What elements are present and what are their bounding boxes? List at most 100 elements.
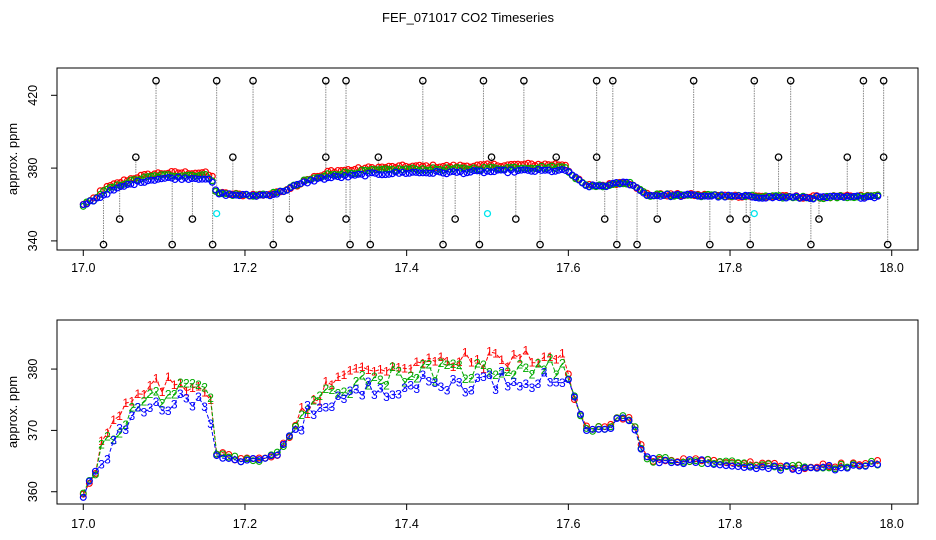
top-series-2-point <box>127 176 135 184</box>
bottom-series-3-label: 3 <box>426 375 433 389</box>
top-series-3-point <box>592 182 600 190</box>
top-series-3-point <box>419 169 427 177</box>
flagged-high-point <box>786 76 795 85</box>
bottom-series-3-label: 3 <box>438 380 445 394</box>
bottom-x-tick-label: 17.6 <box>556 517 580 531</box>
flagged-mid-low-point <box>285 215 294 223</box>
top-series-1-point <box>171 168 179 176</box>
top-series-3-point <box>79 201 87 209</box>
bottom-series-1-label: 1 <box>413 355 420 369</box>
top-series-2-point <box>324 170 332 178</box>
bottom-series-3-point <box>795 467 803 475</box>
top-series-3-point <box>385 170 393 178</box>
top-y-tick-label: 380 <box>26 158 40 179</box>
bottom-series-3-label: 3 <box>553 375 560 389</box>
bottom-series-3-label: 3 <box>177 387 184 401</box>
flagged-mid-high-point <box>774 153 783 162</box>
bottom-series-3-label: 3 <box>389 388 396 402</box>
top-series-3-point <box>235 192 243 200</box>
bottom-series-1-label: 1 <box>171 378 178 392</box>
bottom-series-2-label: 2 <box>510 368 517 382</box>
top-series-3-point <box>799 193 807 201</box>
bottom-series-1-label: 1 <box>128 395 135 409</box>
top-series-3-point <box>836 193 844 201</box>
top-series-2-point <box>456 164 464 172</box>
flagged-mid-low-point <box>726 215 734 223</box>
top-y-axis: 340 380 420 <box>26 85 57 251</box>
bottom-series-3-point <box>643 453 651 461</box>
top-series-3-point <box>334 173 342 181</box>
cyan-point <box>213 209 221 218</box>
bottom-series-3-label: 3 <box>353 382 360 396</box>
top-series-3-point <box>653 192 661 200</box>
bottom-series-3-point <box>291 426 299 434</box>
top-series-3-point <box>449 168 457 176</box>
bottom-series-3-label: 3 <box>395 387 402 401</box>
top-series-3-point <box>735 192 743 200</box>
top-series-3-point <box>480 169 488 177</box>
top-series-3-point <box>463 169 471 177</box>
bottom-series-1-label: 1 <box>395 360 402 374</box>
cyan-point <box>483 209 492 218</box>
top-series-3-point <box>317 174 325 182</box>
flagged-mid-low-point <box>511 215 520 223</box>
top-series-3-point <box>117 183 125 191</box>
bottom-series-2-point <box>79 489 87 497</box>
top-series-3-point <box>867 193 875 201</box>
bottom-series-3-label: 3 <box>207 417 214 431</box>
bottom-y-axis-label: approx. ppm <box>5 376 20 448</box>
bottom-series-3-point <box>770 462 778 470</box>
top-series-2-point <box>341 168 349 176</box>
bottom-series-3-point <box>213 452 221 460</box>
bottom-series-1-label: 1 <box>365 363 372 377</box>
top-series-2-point <box>171 172 179 180</box>
top-series-3-point <box>561 166 569 174</box>
bottom-series-1-label: 1 <box>419 356 426 370</box>
bottom-series-1-label: 1 <box>329 378 336 392</box>
bottom-series-2-label: 2 <box>335 386 342 400</box>
bottom-series-1-label: 1 <box>426 351 433 365</box>
bottom-series-1-label: 1 <box>553 352 560 366</box>
bottom-series-3-point <box>783 462 791 470</box>
top-series-3-point <box>609 179 617 187</box>
flagged-high-point <box>879 76 888 85</box>
top-series-1-point <box>205 171 213 179</box>
top-series-2-point <box>769 192 777 200</box>
bottom-series-3-point <box>764 465 772 473</box>
top-series-3-point <box>752 194 760 202</box>
top-series-3-point <box>677 193 685 201</box>
bottom-series-3-label: 3 <box>419 368 426 382</box>
bottom-series-2-label: 2 <box>128 400 135 414</box>
top-series-3-point <box>850 192 858 200</box>
flagged-mid-low-point <box>188 215 197 223</box>
top-series-1-point <box>419 162 427 170</box>
bottom-series-1-label: 1 <box>316 394 323 408</box>
bottom-series-2-label: 2 <box>559 357 566 371</box>
top-series-3-point <box>157 175 165 183</box>
bottom-series-1-label: 1 <box>432 354 439 368</box>
flagged-high-point <box>418 76 427 85</box>
bottom-series-3-label: 3 <box>516 380 523 394</box>
bottom-series-3-label: 3 <box>401 381 408 395</box>
top-series-3-point <box>826 192 834 200</box>
top-series-3-point <box>874 192 882 200</box>
bottom-series-1-label: 1 <box>535 356 542 370</box>
bottom-series-2-label: 2 <box>165 388 172 402</box>
top-series-1-point <box>480 161 488 169</box>
bottom-series-3-label: 3 <box>510 375 517 389</box>
top-series-3-point <box>446 168 454 176</box>
top-series-3-point <box>134 177 142 185</box>
bottom-series-3-label: 3 <box>104 452 111 466</box>
top-series-3-point <box>847 193 855 201</box>
top-series-3-point <box>293 180 301 188</box>
bottom-series-2-label: 2 <box>383 378 390 392</box>
bottom-series-2-label: 2 <box>553 368 560 382</box>
bottom-series-3-label: 3 <box>141 406 148 420</box>
bottom-x-axis: 17.0 17.2 17.4 17.6 17.8 18.0 <box>71 503 904 531</box>
top-series-3-point <box>460 170 468 178</box>
flagged-mid-high-point <box>131 153 140 162</box>
top-series-3-point <box>531 167 539 175</box>
bottom-series-3-point <box>825 461 833 469</box>
